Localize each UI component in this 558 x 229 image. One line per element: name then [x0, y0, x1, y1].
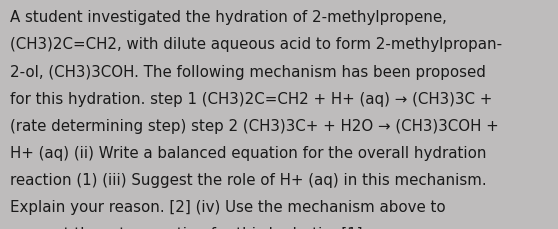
- Text: A student investigated the hydration of 2-methylpropene,: A student investigated the hydration of …: [10, 10, 447, 25]
- Text: Explain your reason. [2] (iv) Use the mechanism above to: Explain your reason. [2] (iv) Use the me…: [10, 199, 446, 214]
- Text: reaction (1) (iii) Suggest the role of H+ (aq) in this mechanism.: reaction (1) (iii) Suggest the role of H…: [10, 172, 487, 187]
- Text: 2-ol, (CH3)3COH. The following mechanism has been proposed: 2-ol, (CH3)3COH. The following mechanism…: [10, 64, 486, 79]
- Text: suggest the rate equation for this hydration[1]: suggest the rate equation for this hydra…: [10, 226, 363, 229]
- Text: for this hydration. step 1 (CH3)2C=CH2 + H+ (aq) → (CH3)3C +: for this hydration. step 1 (CH3)2C=CH2 +…: [10, 91, 492, 106]
- Text: (CH3)2C=CH2, with dilute aqueous acid to form 2-methylpropan-: (CH3)2C=CH2, with dilute aqueous acid to…: [10, 37, 502, 52]
- Text: H+ (aq) (ii) Write a balanced equation for the overall hydration: H+ (aq) (ii) Write a balanced equation f…: [10, 145, 487, 160]
- Text: (rate determining step) step 2 (CH3)3C+ + H2O → (CH3)3COH +: (rate determining step) step 2 (CH3)3C+ …: [10, 118, 499, 133]
